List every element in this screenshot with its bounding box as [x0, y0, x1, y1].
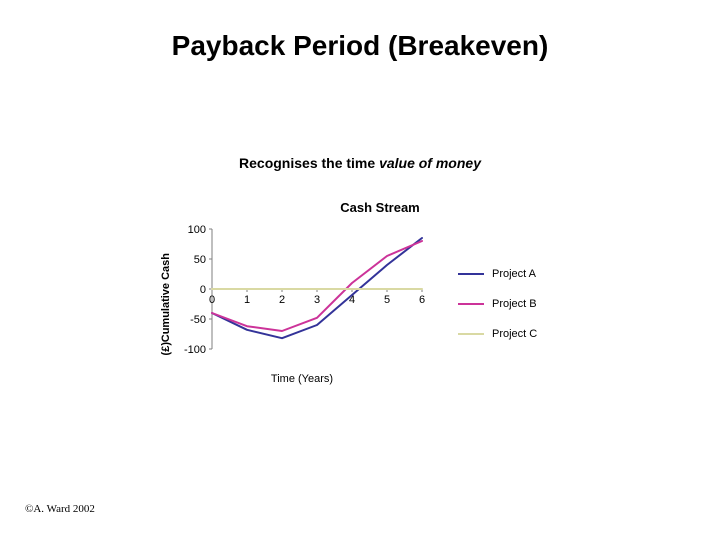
svg-text:5: 5 — [384, 294, 390, 306]
subtitle-italic: value of money — [379, 155, 481, 171]
svg-text:-100: -100 — [184, 344, 206, 355]
svg-text:0: 0 — [200, 284, 206, 296]
svg-text:2: 2 — [279, 294, 285, 306]
svg-text:1: 1 — [244, 294, 250, 306]
chart-plot: -100-500501000123456 — [176, 223, 428, 355]
page-title: Payback Period (Breakeven) — [0, 30, 720, 62]
legend-item: Project B — [458, 298, 537, 310]
legend-label: Project B — [492, 298, 537, 310]
legend-item: Project A — [458, 268, 537, 280]
legend-swatch — [458, 333, 484, 335]
chart-ylabel: Cumulative Cash — [160, 253, 172, 342]
chart-ylabel-sub: (£) — [160, 342, 172, 355]
legend-label: Project C — [492, 328, 537, 340]
chart-xlabel: Time (Years) — [271, 373, 333, 385]
legend-item: Project C — [458, 328, 537, 340]
chart-legend: Project A Project B Project C — [458, 268, 537, 340]
svg-text:0: 0 — [209, 294, 215, 306]
svg-text:-50: -50 — [190, 314, 206, 326]
svg-text:3: 3 — [314, 294, 320, 306]
chart-title: Cash Stream — [160, 200, 600, 215]
subtitle-prefix: Recognises the time — [239, 155, 379, 171]
legend-label: Project A — [492, 268, 536, 280]
svg-text:50: 50 — [194, 254, 206, 266]
svg-text:6: 6 — [419, 294, 425, 306]
legend-swatch — [458, 303, 484, 305]
subtitle: Recognises the time value of money — [0, 155, 720, 171]
legend-swatch — [458, 273, 484, 275]
svg-text:100: 100 — [188, 224, 206, 236]
cash-stream-chart: Cash Stream Cumulative Cash (£) -100-500… — [160, 200, 600, 420]
copyright: ©A. Ward 2002 — [25, 503, 95, 515]
